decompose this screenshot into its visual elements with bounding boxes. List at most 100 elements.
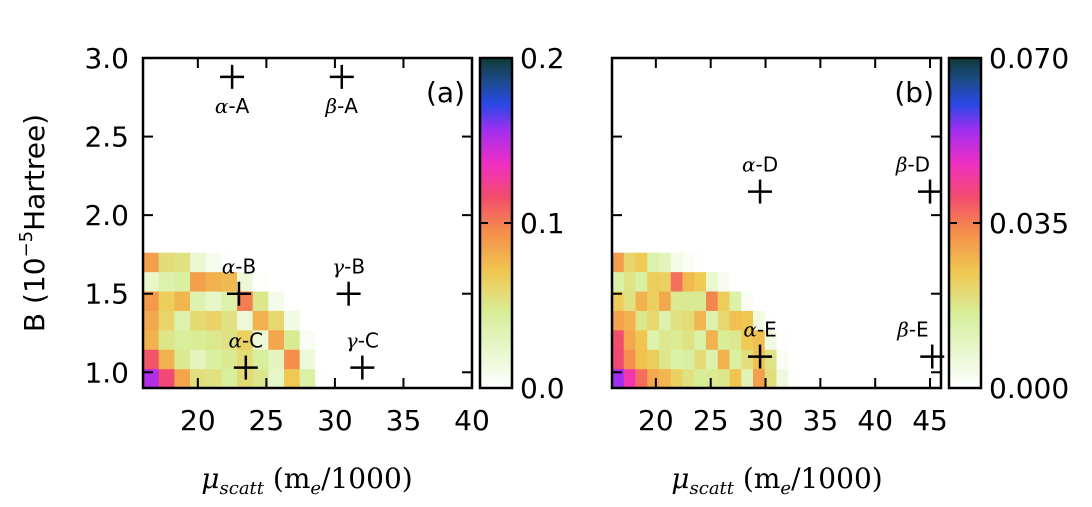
heatmap-cell [378, 58, 395, 79]
heatmap-cell [882, 96, 895, 117]
heatmap-cell [362, 252, 379, 273]
heatmap-cell [331, 174, 348, 195]
heatmap-cell [378, 368, 395, 388]
heatmap-cell [237, 155, 254, 176]
heatmap-cell [315, 58, 332, 79]
heatmap-cell [870, 271, 883, 292]
heatmap-cell [456, 213, 472, 234]
heatmap-cell [682, 213, 695, 234]
heatmap-cell [268, 213, 285, 234]
heatmap-cell [174, 193, 191, 214]
heatmap-cell [741, 193, 754, 214]
heatmap-cell [299, 310, 316, 331]
heatmap-cell [623, 232, 637, 253]
heatmap-cell [315, 310, 332, 331]
heatmap-cell [882, 77, 895, 98]
heatmap-cell [237, 96, 254, 117]
colorbar-tick-label: 0.2 [520, 42, 565, 75]
heatmap-cell [635, 174, 648, 195]
heatmap-cell [440, 77, 457, 98]
marker-label: β-A [325, 94, 359, 118]
heatmap-cell [205, 155, 222, 176]
heatmap-cell [221, 77, 238, 98]
heatmap-cell [284, 213, 301, 234]
heatmap-cell [409, 252, 426, 273]
heatmap-cell [623, 174, 637, 195]
heatmap-cell [670, 193, 684, 214]
marker-label: α-D [742, 153, 778, 177]
heatmap-cell [440, 252, 457, 273]
heatmap-cell [612, 252, 625, 273]
colorbar-tick-label: 0.1 [520, 207, 565, 240]
heatmap-cell [847, 58, 860, 79]
heatmap-cell [682, 252, 695, 273]
heatmap-cell [362, 232, 379, 253]
heatmap-cell [741, 349, 754, 370]
heatmap-cell [158, 77, 175, 98]
heatmap-cell [623, 96, 637, 117]
heatmap-cell [659, 96, 672, 117]
heatmap-cell [717, 329, 731, 350]
heatmap-cell [635, 155, 648, 176]
heatmap-cell [612, 135, 625, 156]
heatmap-cell [346, 213, 363, 234]
heatmap-cell [378, 329, 395, 350]
heatmap-cell [811, 193, 825, 214]
heatmap-cell [362, 290, 379, 311]
heatmap-cell [174, 368, 191, 388]
heatmap-cell [237, 310, 254, 331]
heatmap-cell [929, 349, 941, 370]
heatmap-cell [659, 368, 672, 388]
heatmap-cell [237, 329, 254, 350]
colorbar-ticks-b: 0.000 0.035 0.070 [949, 42, 1069, 405]
heatmap-cell [299, 329, 316, 350]
heatmap-cell [205, 77, 222, 98]
heatmap-cell [635, 329, 648, 350]
heatmap-cell [764, 96, 778, 117]
heatmap-cell [835, 310, 848, 331]
heatmap-cell [847, 290, 860, 311]
heatmap-cell [647, 349, 660, 370]
heatmap-cell [659, 77, 672, 98]
heatmap-cell [346, 116, 363, 137]
heatmap-cell [917, 329, 930, 350]
heatmap-cell [440, 155, 457, 176]
heatmap-cell [440, 116, 457, 137]
heatmap-cell [331, 116, 348, 137]
heatmap-cell [764, 58, 778, 79]
heatmap-cell [706, 96, 719, 117]
heatmap-cell [252, 213, 269, 234]
heatmap-cell [811, 329, 825, 350]
heatmap-cell [800, 116, 813, 137]
heatmap-cell [158, 116, 175, 137]
heatmap-cell [694, 310, 707, 331]
heatmap-cell [788, 77, 801, 98]
heatmap-cell [252, 271, 269, 292]
heatmap-cell [870, 58, 883, 79]
heatmap-cell [252, 58, 269, 79]
heatmap-cell [174, 349, 191, 370]
heatmap-cell [143, 174, 160, 195]
heatmap-cell [456, 310, 472, 331]
heatmap-cell [835, 232, 848, 253]
heatmap-cell [870, 368, 883, 388]
heatmap-cell [741, 368, 754, 388]
heatmap-cell [753, 310, 766, 331]
x-axis-label-b: μscatt (me/1000) [671, 462, 882, 499]
marker-label: γ-B [332, 255, 365, 279]
heatmap-cell [706, 135, 719, 156]
heatmap-cell [694, 213, 707, 234]
heatmap-cell [659, 349, 672, 370]
heatmap-cell [717, 252, 731, 273]
heatmap-cell [393, 155, 410, 176]
heatmap-cell [776, 368, 789, 388]
heatmap-cell [682, 349, 695, 370]
heatmap-cell [717, 290, 731, 311]
heatmap-cell [190, 155, 207, 176]
heatmap-cell [440, 213, 457, 234]
heatmap-cell [764, 116, 778, 137]
marker-label: α-A [215, 94, 250, 118]
heatmap-cell [800, 349, 813, 370]
heatmap-cell [917, 213, 930, 234]
heatmap-cell [252, 232, 269, 253]
